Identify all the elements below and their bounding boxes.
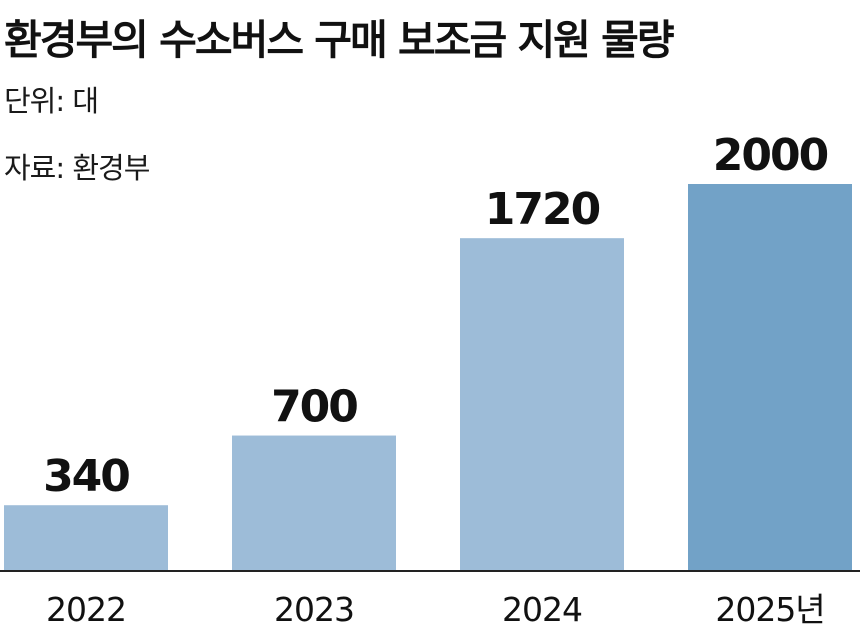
chart-title: 환경부의 수소버스 구매 보조금 지원 물량 xyxy=(4,16,675,64)
bars-group xyxy=(4,184,852,571)
category-label: 2023 xyxy=(274,590,354,629)
category-label: 2022 xyxy=(46,590,126,629)
bar-2023 xyxy=(232,435,396,571)
category-label: 2025년 xyxy=(715,590,824,629)
category-label: 2024 xyxy=(502,590,582,629)
bar-2024 xyxy=(460,238,624,571)
category-labels-group: 2022 2023 2024 2025년 xyxy=(46,590,826,629)
value-label: 340 xyxy=(43,451,129,502)
value-label: 1720 xyxy=(485,184,600,235)
bar-2022 xyxy=(4,505,168,571)
value-labels-group: 340 700 1720 2000 xyxy=(43,130,830,502)
bar-2025년 xyxy=(688,184,852,571)
unit-note: 단위: 대 xyxy=(4,84,99,118)
value-label: 2000 xyxy=(713,130,828,181)
value-label: 700 xyxy=(271,382,357,433)
source-note: 자료: 환경부 xyxy=(4,151,150,185)
